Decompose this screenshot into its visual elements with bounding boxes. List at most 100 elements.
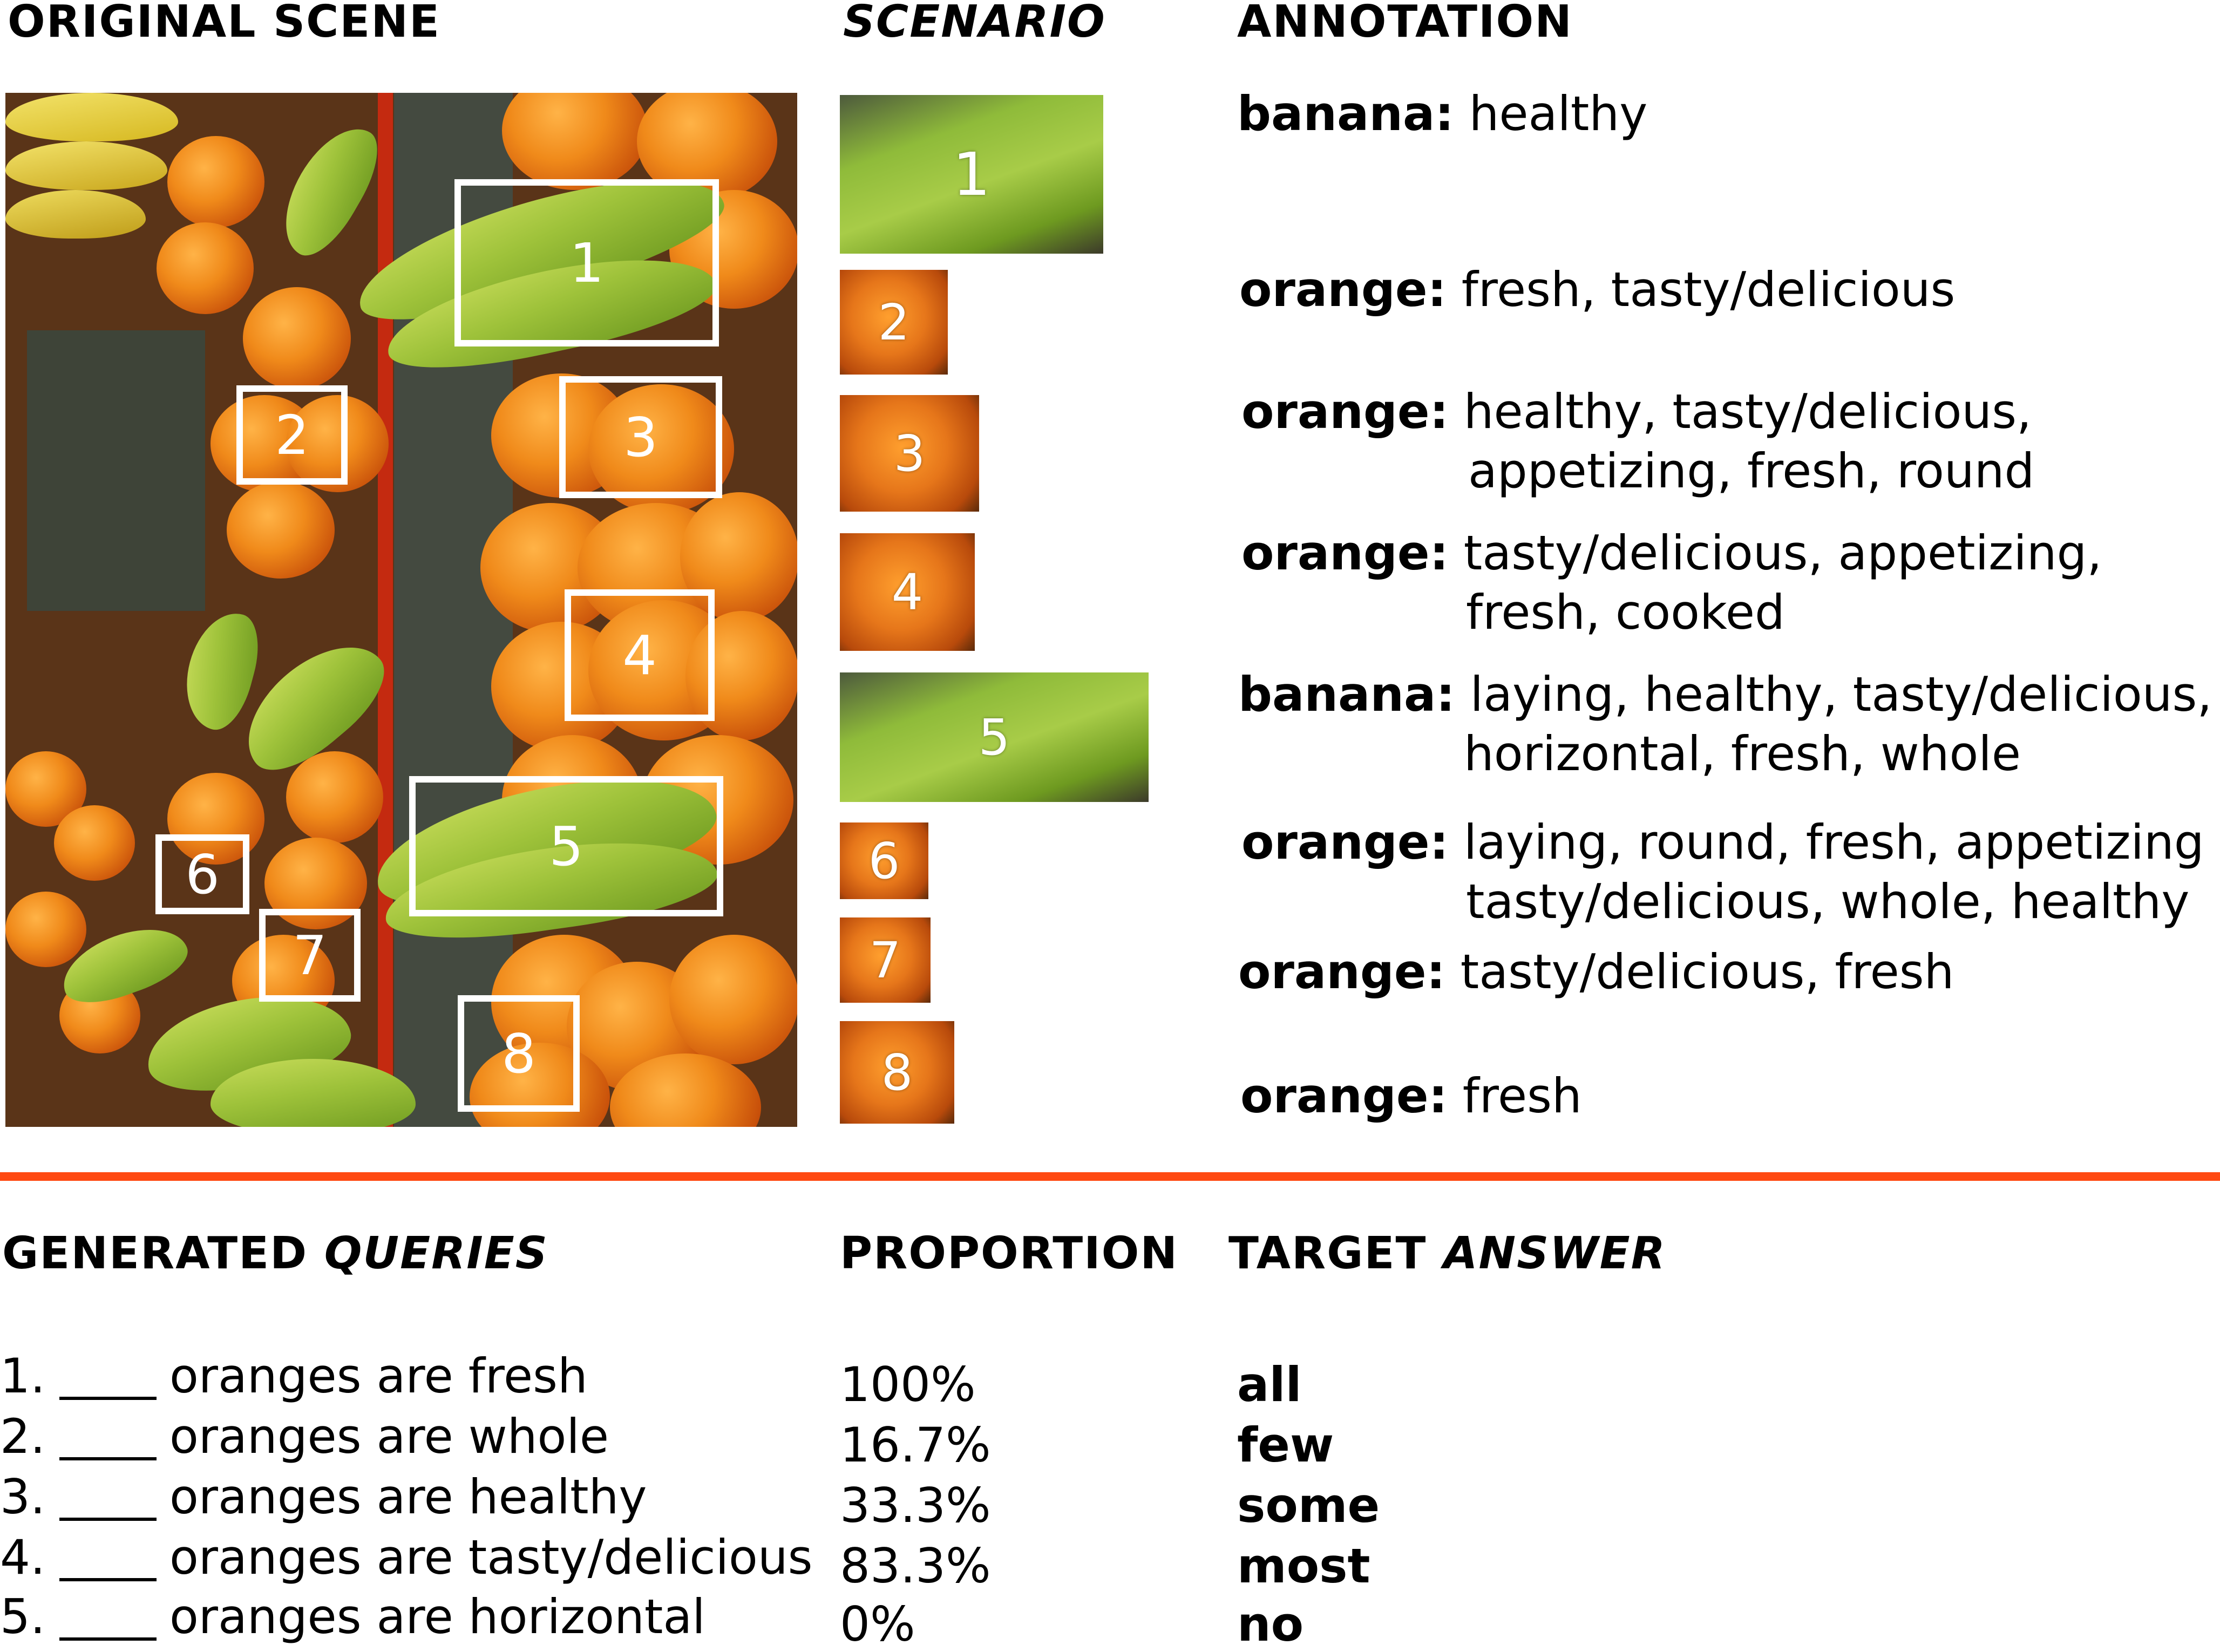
annotation-2: orange: fresh, tasty/delicious <box>1239 260 1955 319</box>
answer-1: all <box>1237 1357 1302 1412</box>
annotation-label: banana: <box>1237 86 1454 141</box>
annotation-attrs: appetizing, fresh, round <box>1468 443 2035 499</box>
query-blank <box>59 1578 157 1581</box>
scenario-crop-3: 3 <box>840 395 979 512</box>
scenario-crop-1: 1 <box>840 95 1103 254</box>
answer-3: some <box>1237 1478 1380 1533</box>
orange-decor <box>227 481 335 579</box>
banana-decor <box>5 141 167 190</box>
original-scene-image: 1 2 3 4 5 6 7 8 <box>5 93 797 1127</box>
scenario-crop-6: 6 <box>840 822 928 899</box>
annotation-label: orange: <box>1239 262 1447 317</box>
crop-number: 2 <box>878 293 910 351</box>
annotation-label: banana: <box>1238 667 1455 722</box>
scene-box-5: 5 <box>409 776 723 916</box>
crop-number: 1 <box>953 140 990 209</box>
query-number: 1. <box>0 1348 45 1404</box>
annotation-1: banana: healthy <box>1237 84 1647 144</box>
annotation-4: orange: tasty/delicious, appetizing, fre… <box>1241 524 2102 642</box>
annotation-label: orange: <box>1238 944 1445 1000</box>
orange-decor <box>54 805 135 881</box>
section-divider <box>0 1172 2220 1181</box>
header-queries: QUERIES <box>324 1228 548 1279</box>
proportion-3: 33.3% <box>840 1478 991 1533</box>
answer-2: few <box>1237 1417 1334 1473</box>
header-target: TARGET <box>1228 1228 1427 1279</box>
crop-number: 5 <box>978 708 1010 766</box>
scenario-crop-2: 2 <box>840 270 948 375</box>
box-number: 4 <box>622 623 657 687</box>
scene-box-2: 2 <box>236 385 348 485</box>
header-answer: ANSWER <box>1443 1228 1666 1279</box>
annotation-attrs: fresh, tasty/delicious <box>1461 262 1956 317</box>
query-blank <box>59 1397 157 1400</box>
orange-decor <box>470 1043 610 1127</box>
orange-decor <box>286 395 389 492</box>
box-number: 7 <box>293 923 327 987</box>
scenario-crop-5: 5 <box>840 672 1149 802</box>
crop-number: 8 <box>881 1043 913 1102</box>
annotation-attrs: tasty/delicious, appetizing, <box>1463 525 2102 581</box>
query-text: oranges are whole <box>169 1409 609 1464</box>
annotation-6: orange: laying, round, fresh, appetizing… <box>1241 813 2204 932</box>
scenario-crop-7: 7 <box>840 917 931 1003</box>
orange-decor <box>167 136 264 228</box>
annotation-5: banana: laying, healthy, tasty/delicious… <box>1238 665 2212 784</box>
scene-box-3: 3 <box>559 376 722 498</box>
annotation-attrs: horizontal, fresh, whole <box>1464 726 2021 781</box>
annotation-8: orange: fresh <box>1240 1066 1582 1126</box>
query-number: 4. <box>0 1529 45 1585</box>
orange-decor <box>669 935 797 1064</box>
query-text: oranges are fresh <box>169 1348 588 1404</box>
orange-decor <box>680 492 797 622</box>
orange-decor <box>286 751 383 843</box>
box-number: 6 <box>185 842 220 906</box>
annotation-attrs: healthy, tasty/delicious, <box>1463 384 2032 439</box>
banana-decor <box>5 93 178 141</box>
header-proportion: PROPORTION <box>840 1228 1178 1279</box>
annotation-attrs: tasty/delicious, fresh <box>1460 944 1954 1000</box>
query-number: 5. <box>0 1589 45 1644</box>
query-4: 4. oranges are tasty/delicious <box>0 1534 813 1581</box>
orange-decor <box>5 892 86 967</box>
query-5: 5. oranges are horizontal <box>0 1593 705 1641</box>
query-3: 3. oranges are healthy <box>0 1473 647 1521</box>
query-text: oranges are horizontal <box>169 1589 705 1644</box>
header-scenario: SCENARIO <box>843 0 1106 47</box>
box-number: 8 <box>501 1022 536 1085</box>
annotation-7: orange: tasty/delicious, fresh <box>1238 942 1954 1002</box>
annotation-label: orange: <box>1241 384 1449 439</box>
annotation-label: orange: <box>1241 814 1449 870</box>
box-number: 1 <box>569 231 604 295</box>
query-2: 2. oranges are whole <box>0 1413 609 1460</box>
query-1: 1. oranges are fresh <box>0 1352 588 1400</box>
answer-5: no <box>1237 1596 1304 1652</box>
query-blank <box>59 1637 157 1641</box>
annotation-attrs: healthy <box>1469 86 1648 141</box>
crop-number: 3 <box>893 424 926 482</box>
annotation-attrs: fresh <box>1462 1068 1582 1124</box>
annotation-attrs: laying, round, fresh, appetizing <box>1463 814 2204 870</box>
annotation-3: orange: healthy, tasty/delicious, appeti… <box>1241 382 2034 501</box>
orange-decor <box>157 222 254 314</box>
orange-decor <box>243 287 351 390</box>
proportion-4: 83.3% <box>840 1538 991 1594</box>
query-number: 2. <box>0 1409 45 1464</box>
box-number: 2 <box>275 403 309 467</box>
banana-decor <box>211 1059 416 1127</box>
crop-number: 7 <box>869 931 901 989</box>
header-target-answer: TARGET ANSWER <box>1228 1232 1666 1276</box>
scene-box-1: 1 <box>454 179 719 346</box>
query-number: 3. <box>0 1469 45 1525</box>
frame-divider <box>378 93 393 1127</box>
header-generated: GENERATED <box>2 1228 308 1279</box>
annotation-attrs: laying, healthy, tasty/delicious, <box>1470 667 2212 722</box>
crop-number: 4 <box>891 563 924 621</box>
header-original-scene: ORIGINAL SCENE <box>8 0 440 47</box>
banana-decor <box>266 113 392 267</box>
annotation-label: orange: <box>1241 525 1449 581</box>
header-annotation: ANNOTATION <box>1237 0 1573 47</box>
proportion-1: 100% <box>840 1357 976 1412</box>
chalkboard <box>27 330 205 611</box>
box-number: 5 <box>549 814 583 878</box>
